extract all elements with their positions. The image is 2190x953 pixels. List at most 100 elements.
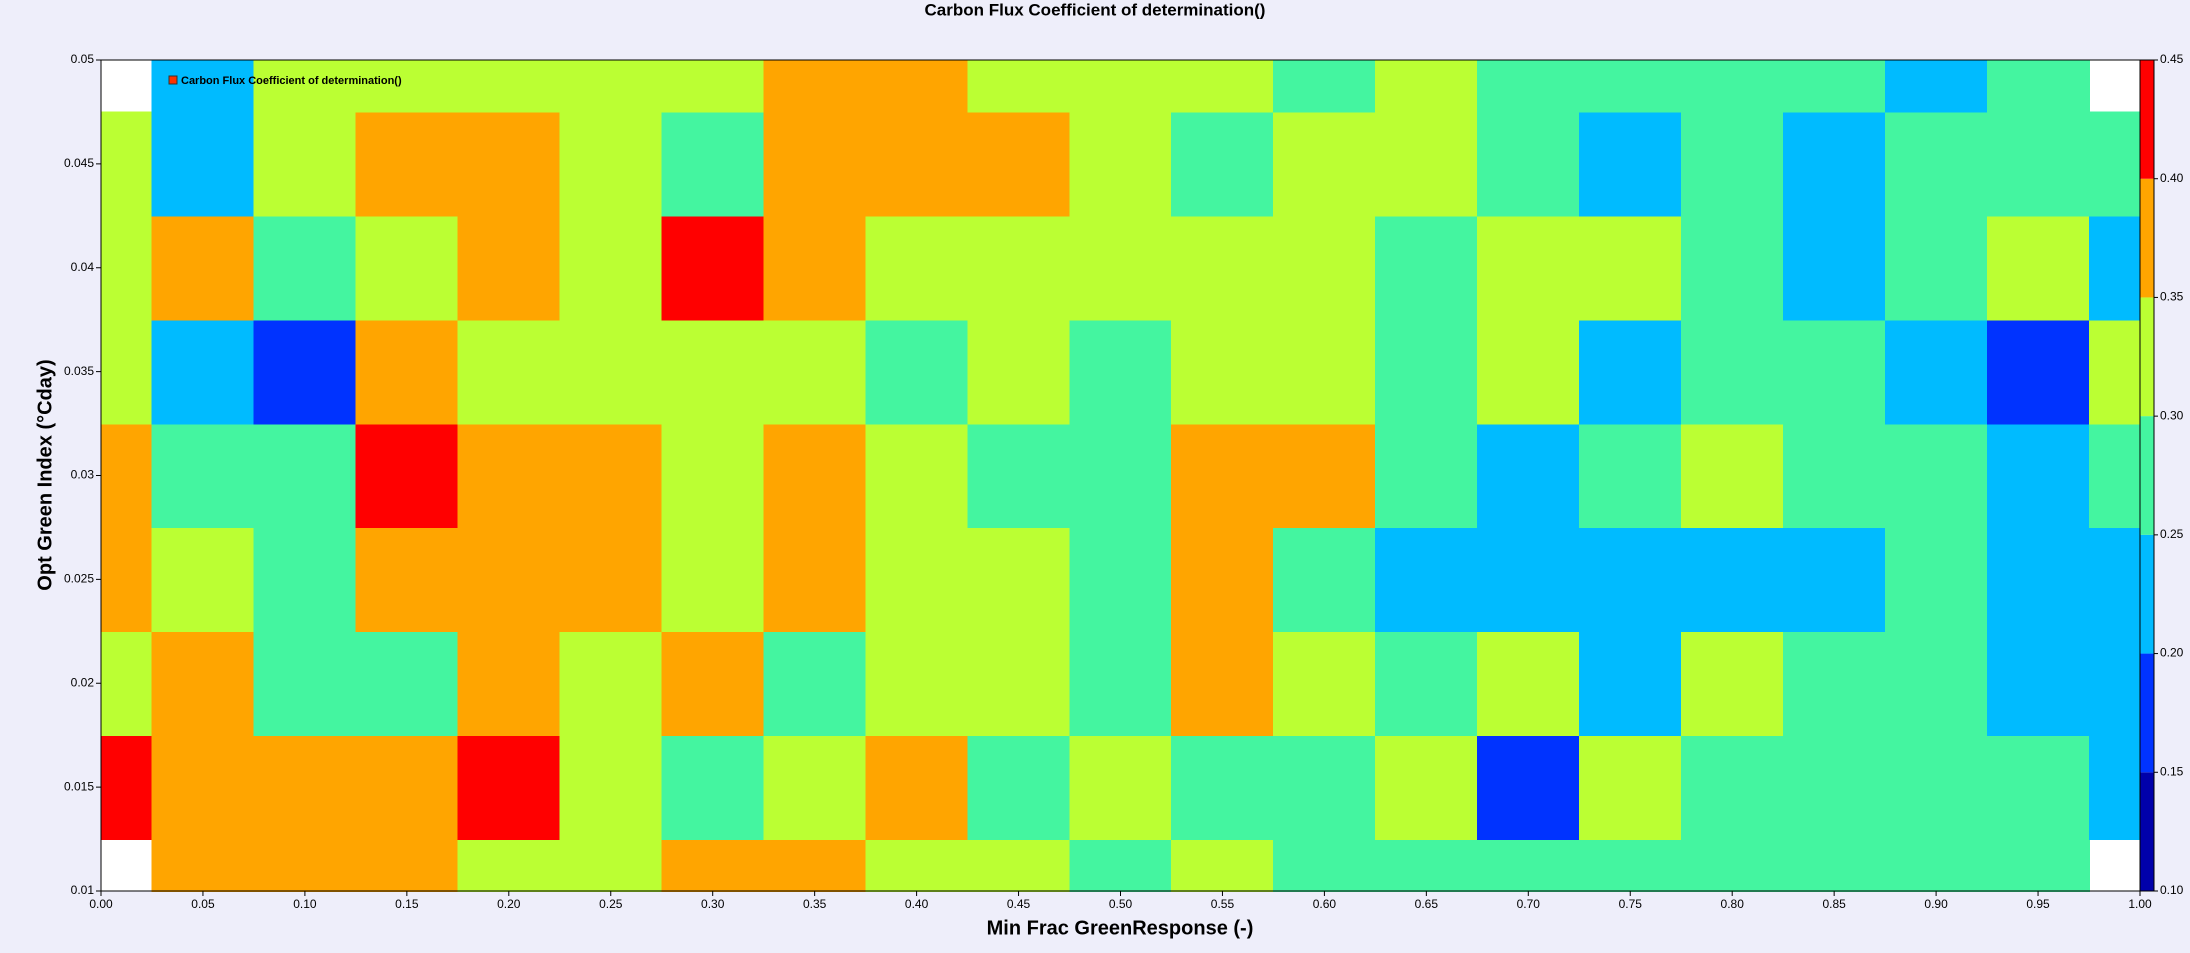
contour-cell <box>1477 215 1581 321</box>
contour-cell <box>1069 215 1173 321</box>
contour-cell <box>1579 59 1682 113</box>
contour-cell <box>967 631 1071 736</box>
contour-cell <box>1477 423 1581 529</box>
contour-cell <box>1375 59 1479 113</box>
contour-cell <box>865 527 969 633</box>
contour-cell <box>253 423 357 529</box>
contour-cell <box>559 111 663 217</box>
contour-cell <box>1579 215 1682 321</box>
colorbar-label: 0.40 <box>2160 171 2184 185</box>
y-axis-label: Opt Green Index (°Cday) <box>34 359 56 590</box>
contour-cells <box>100 59 2141 892</box>
contour-cell <box>559 319 663 425</box>
contour-cell <box>967 838 1071 892</box>
contour-cell <box>253 734 357 840</box>
contour-cell <box>967 59 1071 113</box>
contour-cell <box>100 215 153 321</box>
x-tick-label: 0.20 <box>497 897 521 911</box>
x-tick-label: 0.00 <box>89 897 113 911</box>
contour-cell <box>2088 319 2141 425</box>
x-tick-label: 0.40 <box>905 897 929 911</box>
contour-cell <box>1273 423 1377 529</box>
contour-cell <box>1782 59 1886 113</box>
contour-cell <box>661 111 765 217</box>
contour-cell <box>967 319 1071 425</box>
contour-cell <box>1273 631 1377 736</box>
x-tick-label: 0.60 <box>1313 897 1337 911</box>
contour-cell <box>1375 319 1479 425</box>
contour-cell <box>1579 111 1682 217</box>
contour-cell <box>253 527 357 633</box>
contour-cell <box>1171 734 1275 840</box>
y-tick-label: 0.025 <box>64 572 94 586</box>
colorbar-label: 0.45 <box>2160 52 2184 66</box>
x-tick-label: 0.75 <box>1619 897 1643 911</box>
contour-cell <box>1782 423 1886 529</box>
y-tick-label: 0.03 <box>71 468 95 482</box>
contour-cell <box>1069 59 1173 113</box>
contour-cell <box>1273 319 1377 425</box>
y-tick-label: 0.05 <box>71 52 95 66</box>
colorbar-label: 0.20 <box>2160 646 2184 660</box>
contour-cell <box>661 319 765 425</box>
x-tick-label: 0.45 <box>1007 897 1031 911</box>
x-tick-label: 0.65 <box>1415 897 1439 911</box>
colorbar-band <box>2140 416 2154 535</box>
x-tick-label: 0.25 <box>599 897 623 911</box>
contour-cell <box>1680 734 1784 840</box>
contour-cell <box>1986 631 2090 736</box>
contour-cell <box>1069 319 1173 425</box>
contour-cell <box>865 631 969 736</box>
contour-cell <box>151 319 255 425</box>
colorbar-label: 0.25 <box>2160 527 2184 541</box>
contour-cell <box>2088 631 2141 736</box>
contour-cell <box>100 423 153 529</box>
contour-cell <box>355 59 459 113</box>
contour-cell <box>1375 838 1479 892</box>
contour-cell <box>1375 734 1479 840</box>
contour-cell <box>457 319 561 425</box>
contour-cell <box>1986 215 2090 321</box>
contour-cell <box>100 734 153 840</box>
contour-cell <box>1171 215 1275 321</box>
contour-cell <box>1069 631 1173 736</box>
contour-cell <box>1477 59 1581 113</box>
contour-cell <box>1986 59 2090 113</box>
contour-cell <box>457 111 561 217</box>
contour-cell <box>457 838 561 892</box>
colorbar-band <box>2140 534 2154 654</box>
contour-cell <box>1069 527 1173 633</box>
contour-cell <box>661 527 765 633</box>
contour-cell <box>1986 527 2090 633</box>
contour-cell <box>151 111 255 217</box>
x-tick-label: 0.85 <box>1822 897 1846 911</box>
y-tick-label: 0.035 <box>64 364 94 378</box>
contour-cell <box>763 838 867 892</box>
contour-cell <box>967 215 1071 321</box>
contour-cell <box>967 111 1071 217</box>
contour-cell <box>355 111 459 217</box>
contour-cell <box>967 527 1071 633</box>
contour-cell <box>661 423 765 529</box>
contour-cell <box>100 631 153 736</box>
contour-cell <box>1069 111 1173 217</box>
contour-cell <box>457 59 561 113</box>
contour-cell <box>1375 215 1479 321</box>
x-tick-label: 0.70 <box>1517 897 1541 911</box>
contour-cell <box>1171 319 1275 425</box>
contour-cell <box>1171 59 1275 113</box>
contour-cell <box>865 59 969 113</box>
x-tick-label: 0.05 <box>191 897 215 911</box>
contour-cell <box>1375 527 1479 633</box>
contour-cell <box>1986 734 2090 840</box>
contour-cell <box>100 527 153 633</box>
contour-cell <box>457 734 561 840</box>
colorbar-label: 0.35 <box>2160 290 2184 304</box>
contour-cell <box>865 215 969 321</box>
contour-cell <box>661 631 765 736</box>
contour-cell <box>763 631 867 736</box>
contour-cell <box>865 111 969 217</box>
contour-cell <box>2088 111 2141 217</box>
